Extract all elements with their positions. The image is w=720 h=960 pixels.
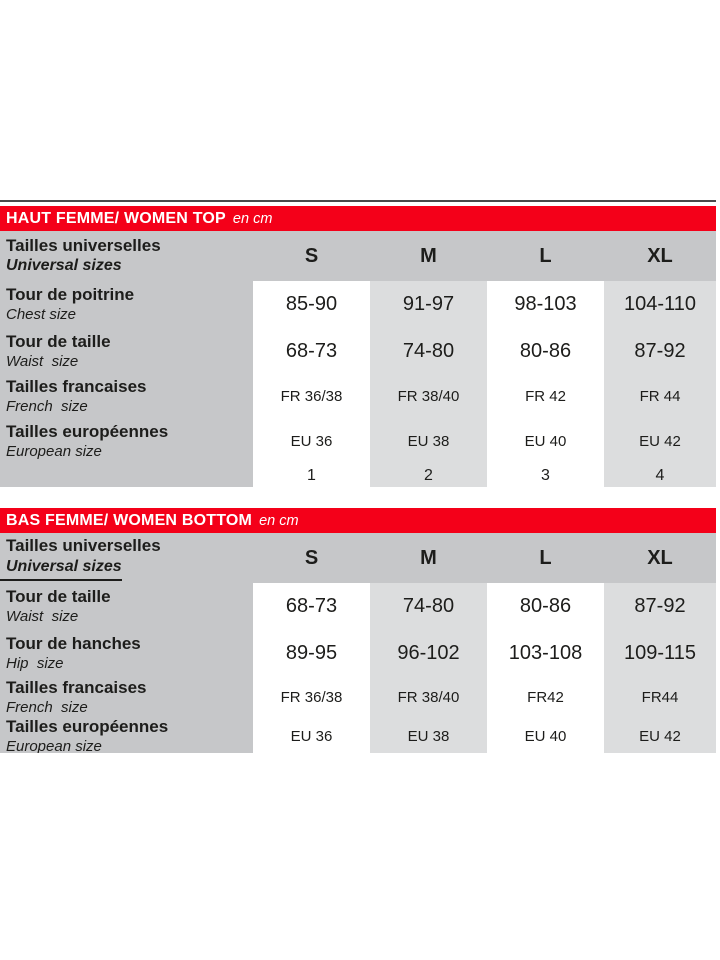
label-fr: Tailles francaises xyxy=(6,377,147,397)
size-guide-content: HAUT FEMME/ WOMEN TOP en cm Tailles univ… xyxy=(0,200,716,753)
value-cell: FR 44 xyxy=(604,374,716,419)
value-cell: EU 36 xyxy=(290,727,333,745)
row-label-cell: Tailles francaises French size xyxy=(0,374,253,419)
value-cell: 3 xyxy=(541,466,550,484)
value-cell: FR 38/40 xyxy=(370,374,487,419)
table-row-waist: Tour de taille Waist size 68-73 74-80 80… xyxy=(0,583,716,630)
label-fr: Tour de taille xyxy=(6,331,111,351)
label-en: Universal sizes xyxy=(0,557,122,581)
size-cell-l: L xyxy=(487,533,604,583)
size-header-label-cell: Tailles universelles Universal sizes xyxy=(0,231,253,281)
value-cell: 87-92 xyxy=(604,583,716,630)
value-cell: 109-115 xyxy=(604,630,716,676)
label-fr: Tailles universelles xyxy=(6,536,161,556)
value-cell: FR 42 xyxy=(525,388,566,405)
value-cell: 104-110 xyxy=(604,281,716,328)
table-row-chest: Tour de poitrine Chest size 85-90 91-97 … xyxy=(0,281,716,328)
row-label-cell: Tailles francaises French size xyxy=(0,676,253,719)
table-header-bar: BAS FEMME/ WOMEN BOTTOM en cm xyxy=(0,508,716,533)
label-en: European size xyxy=(6,737,102,753)
table-row-waist: Tour de taille Waist size 68-73 74-80 80… xyxy=(0,328,716,374)
label-fr: Tailles francaises xyxy=(6,678,147,698)
value-cell: 2 xyxy=(370,464,487,487)
size-header-label-cell: Tailles universelles Universal sizes xyxy=(0,533,253,583)
size-cell-xl: XL xyxy=(604,231,716,281)
label-en: Chest size xyxy=(6,306,77,324)
value-cell: FR42 xyxy=(527,689,564,706)
size-cell-l: L xyxy=(487,231,604,281)
label-fr: Tour de taille xyxy=(6,587,111,607)
value-cell: EU 42 xyxy=(604,419,716,464)
label-en: French size xyxy=(6,398,88,416)
value-cell: 4 xyxy=(604,464,716,487)
value-cell: 74-80 xyxy=(370,583,487,630)
value-cell: 103-108 xyxy=(508,641,583,664)
value-cell: EU 40 xyxy=(524,433,567,450)
table-row-hip: Tour de hanches Hip size 89-95 96-102 10… xyxy=(0,630,716,676)
label-en: Universal sizes xyxy=(6,257,122,275)
label-fr: Tailles européennes xyxy=(6,422,169,442)
row-label-cell xyxy=(0,464,253,487)
value-cell: 98-103 xyxy=(514,293,577,315)
table-title: HAUT FEMME/ WOMEN TOP xyxy=(6,209,226,227)
row-label-cell: Tour de poitrine Chest size xyxy=(0,281,253,328)
table-row-european-size: Tailles européennes European size EU 36 … xyxy=(0,719,716,753)
value-cell: 74-80 xyxy=(370,328,487,374)
table-title: BAS FEMME/ WOMEN BOTTOM xyxy=(6,511,253,529)
label-en: Waist size xyxy=(6,608,79,626)
value-cell: 96-102 xyxy=(370,630,487,676)
size-cell-m: M xyxy=(370,231,487,281)
size-cell-m: M xyxy=(370,533,487,583)
table-row-size-index: 1 2 3 4 xyxy=(0,464,716,487)
women-top-size-table: HAUT FEMME/ WOMEN TOP en cm Tailles univ… xyxy=(0,206,716,487)
label-fr: Tailles européennes xyxy=(6,719,169,736)
value-cell: 80-86 xyxy=(519,595,572,617)
value-cell: FR 36/38 xyxy=(280,388,343,405)
value-cell: 87-92 xyxy=(604,328,716,374)
row-label-cell: Tailles européennes European size xyxy=(0,419,253,464)
value-cell: 89-95 xyxy=(285,641,338,664)
value-cell: EU 38 xyxy=(370,719,487,753)
size-cell-s: S xyxy=(253,533,370,583)
value-cell: FR44 xyxy=(604,676,716,719)
table-header-bar: HAUT FEMME/ WOMEN TOP en cm xyxy=(0,206,716,231)
label-en: Hip size xyxy=(6,654,64,672)
value-cell: 68-73 xyxy=(285,595,338,617)
value-cell: FR 36/38 xyxy=(280,689,343,706)
value-cell: EU 36 xyxy=(290,433,333,450)
label-en: Waist size xyxy=(6,352,79,370)
separator-line xyxy=(0,200,716,202)
women-bottom-size-table: BAS FEMME/ WOMEN BOTTOM en cm Tailles un… xyxy=(0,508,716,753)
label-fr: Tour de poitrine xyxy=(6,285,135,305)
size-cell-xl: XL xyxy=(604,533,716,583)
value-cell: 68-73 xyxy=(285,339,338,362)
value-cell: EU 42 xyxy=(604,719,716,753)
row-label-cell: Tailles européennes European size xyxy=(0,719,253,753)
unit-label: en cm xyxy=(259,512,299,529)
value-cell: EU 38 xyxy=(370,419,487,464)
unit-label: en cm xyxy=(232,210,273,227)
label-en: French size xyxy=(6,699,88,717)
value-cell: EU 40 xyxy=(524,727,567,745)
size-header-row: Tailles universelles Universal sizes S M… xyxy=(0,533,716,583)
label-fr: Tour de hanches xyxy=(6,633,141,653)
value-cell: 91-97 xyxy=(370,281,487,328)
row-label-cell: Tour de hanches Hip size xyxy=(0,630,253,676)
size-cell-s: S xyxy=(253,231,370,281)
table-row-french-size: Tailles francaises French size FR 36/38 … xyxy=(0,374,716,419)
value-cell: 80-86 xyxy=(519,339,572,362)
size-header-row: Tailles universelles Universal sizes S M… xyxy=(0,231,716,281)
value-cell: 1 xyxy=(307,466,316,484)
value-cell: FR 38/40 xyxy=(370,676,487,719)
table-row-european-size: Tailles européennes European size EU 36 … xyxy=(0,419,716,464)
label-en: European size xyxy=(6,443,102,461)
value-cell: 85-90 xyxy=(285,293,338,315)
table-row-french-size: Tailles francaises French size FR 36/38 … xyxy=(0,676,716,719)
row-label-cell: Tour de taille Waist size xyxy=(0,328,253,374)
row-label-cell: Tour de taille Waist size xyxy=(0,583,253,630)
label-fr: Tailles universelles xyxy=(6,235,161,255)
